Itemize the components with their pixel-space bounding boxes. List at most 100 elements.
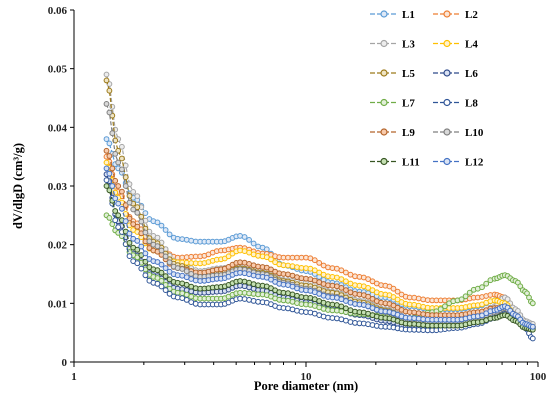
data-point-L12 — [134, 238, 141, 244]
data-point-L9 — [112, 177, 119, 184]
data-point-L8 — [142, 272, 149, 279]
legend-marker — [443, 69, 451, 77]
data-point-L9 — [343, 287, 349, 294]
data-point-L2 — [411, 294, 418, 301]
data-point-L2 — [369, 278, 376, 285]
data-point-L4 — [316, 269, 323, 276]
data-point-L9 — [130, 221, 137, 228]
data-point-L10 — [103, 101, 110, 107]
data-point-L8 — [246, 297, 253, 303]
legend-item-L12: L12 — [433, 157, 484, 169]
data-point-L11 — [142, 258, 149, 265]
data-point-L8 — [138, 265, 145, 272]
legend-label: L9 — [402, 127, 415, 139]
data-point-L10 — [112, 151, 119, 157]
legend-marker — [380, 39, 388, 48]
data-point-L11 — [112, 208, 119, 214]
data-point-L7 — [338, 308, 345, 315]
data-point-L8 — [250, 298, 257, 304]
legend-label: L6 — [465, 68, 478, 80]
legend-marker — [443, 157, 451, 166]
legend-label: L5 — [402, 68, 415, 80]
data-point-L9 — [106, 153, 113, 159]
data-point-L5 — [106, 87, 113, 94]
data-point-L9 — [338, 285, 345, 291]
data-point-L1 — [106, 140, 113, 147]
series-L4 — [103, 159, 536, 330]
data-point-L4 — [285, 262, 291, 269]
data-point-L1 — [179, 236, 186, 243]
data-point-L2 — [420, 296, 427, 303]
data-point-L8 — [126, 253, 133, 260]
legend-marker — [380, 157, 388, 166]
data-point-L12 — [138, 243, 145, 250]
data-point-L11 — [134, 246, 141, 253]
legend-item-L11: L11 — [370, 157, 420, 169]
data-point-L10 — [174, 265, 181, 272]
legend-marker — [380, 10, 388, 18]
data-point-L12 — [241, 270, 248, 277]
data-point-L11 — [158, 269, 165, 276]
data-point-L9 — [109, 165, 116, 172]
data-point-L7 — [442, 303, 448, 310]
legend-label: L2 — [465, 9, 478, 21]
x-tick-label: 10 — [301, 371, 313, 383]
data-point-L10 — [122, 183, 129, 189]
data-point-L8 — [154, 280, 161, 287]
y-tick-label: 0.06 — [48, 5, 68, 17]
data-point-L4 — [369, 287, 376, 294]
data-point-L9 — [420, 311, 427, 318]
legend-label: L1 — [402, 9, 415, 21]
data-point-L10 — [130, 206, 137, 213]
series-L11 — [103, 183, 536, 333]
data-point-L12 — [115, 200, 122, 207]
data-point-L2 — [338, 267, 345, 274]
data-point-L4 — [394, 296, 401, 303]
data-point-L2 — [316, 260, 323, 266]
data-point-L8 — [192, 300, 199, 307]
legend-marker — [380, 69, 388, 77]
legend-marker — [380, 128, 388, 136]
data-point-L7 — [458, 296, 465, 303]
data-point-L1 — [250, 240, 257, 247]
data-point-L12 — [250, 272, 257, 279]
data-point-L1 — [188, 237, 195, 244]
data-point-L2 — [394, 288, 401, 295]
data-point-L2 — [311, 257, 318, 264]
data-point-L1 — [263, 246, 270, 253]
data-point-L9 — [134, 223, 141, 230]
data-point-L3 — [504, 296, 511, 303]
data-point-L8 — [347, 319, 354, 325]
data-point-L8 — [115, 224, 122, 231]
series-layer — [103, 71, 536, 342]
data-point-L7 — [154, 275, 161, 281]
legend-marker — [380, 98, 388, 107]
x-axis-title: Pore diameter (nm) — [254, 379, 358, 393]
data-point-L10 — [166, 259, 173, 266]
data-point-L12 — [166, 268, 173, 275]
data-point-L8 — [183, 297, 190, 303]
y-tick-label: 0.01 — [48, 298, 67, 310]
data-point-L11 — [166, 276, 173, 283]
y-ticks: 0 0.01 0.02 0.03 0.04 0.05 0.06 — [48, 5, 74, 369]
data-point-L3 — [154, 234, 161, 241]
data-point-L12 — [158, 261, 165, 268]
legend-item-L10: L10 — [433, 127, 484, 139]
y-tick-label: 0.02 — [48, 240, 68, 252]
data-point-L3 — [134, 193, 141, 200]
data-point-L7 — [462, 293, 469, 300]
data-point-L7 — [294, 300, 300, 307]
data-point-L10 — [106, 109, 113, 116]
data-point-L11 — [154, 267, 161, 274]
data-point-L12 — [162, 265, 169, 272]
data-point-L4 — [294, 264, 300, 271]
x-tick-label: 100 — [530, 371, 547, 383]
data-point-L7 — [483, 280, 490, 287]
data-point-L10 — [126, 199, 133, 206]
data-point-L4 — [225, 253, 232, 260]
data-point-L3 — [130, 189, 137, 195]
data-point-L11 — [343, 305, 349, 312]
data-point-L10 — [115, 159, 122, 166]
data-point-L11 — [162, 273, 169, 280]
data-point-L4 — [411, 301, 418, 308]
